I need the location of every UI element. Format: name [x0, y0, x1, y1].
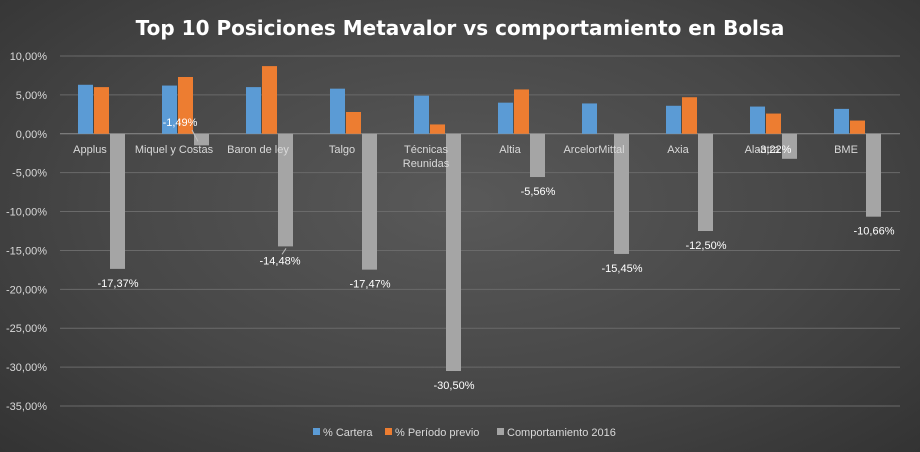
- x-tick-label-line: BME: [834, 144, 858, 156]
- chart-title: Top 10 Posiciones Metavalor vs comportam…: [136, 16, 785, 40]
- bars: [78, 66, 881, 371]
- bar-comportamiento-2016: [110, 133, 125, 269]
- bar-comportamiento-2016: [278, 133, 293, 247]
- x-tick-label-line: Baron de ley: [227, 144, 289, 156]
- bar-periodo-previo: [766, 113, 781, 134]
- x-tick-label: Baron de ley: [227, 144, 289, 156]
- bar-periodo-previo: [682, 97, 697, 134]
- x-tick-label-line: Applus: [73, 144, 107, 156]
- bar-cartera: [162, 85, 177, 134]
- bar-periodo-previo: [262, 66, 277, 134]
- bar-cartera: [330, 88, 345, 134]
- x-tick-label: Alantra: [745, 144, 781, 156]
- y-tick-label: -25,00%: [6, 323, 47, 335]
- x-tick-label: Miquel y Costas: [135, 144, 214, 156]
- y-tick-label: -15,00%: [6, 245, 47, 257]
- bar-cartera: [246, 87, 261, 134]
- y-tick-label: -10,00%: [6, 207, 47, 219]
- data-label: -3,22%: [757, 144, 792, 156]
- bar-comportamiento-2016: [698, 133, 713, 231]
- bar-comportamiento-2016: [446, 133, 461, 371]
- bar-periodo-previo: [850, 120, 865, 134]
- y-tick-label: -20,00%: [6, 284, 47, 296]
- legend-swatch: [385, 428, 392, 435]
- bar-periodo-previo: [94, 87, 109, 134]
- data-labels: -17,37% -1,49% -14,48% -17,47% -30,50% -5,56%…: [98, 117, 895, 392]
- x-tick-label-line: Técnicas: [404, 144, 449, 156]
- legend-label: Comportamiento 2016: [507, 427, 616, 439]
- data-label: -17,47%: [350, 279, 391, 291]
- leader-line: [281, 248, 287, 255]
- x-tick-label-line: Altia: [499, 144, 521, 156]
- category-labels: Applus Miquel y Costas Baron de ley Talgo Té…: [73, 144, 858, 170]
- y-tick-label: -5,00%: [12, 168, 47, 180]
- x-tick-label-line: Alantra: [745, 144, 781, 156]
- data-label: -1,49%: [163, 117, 198, 129]
- leader-line: [191, 129, 199, 142]
- y-tick-label: 5,00%: [16, 90, 47, 102]
- bar-comportamiento-2016: [782, 133, 797, 159]
- bar-cartera: [498, 102, 513, 134]
- data-label: -14,48%: [260, 255, 301, 267]
- y-axis-ticks: 10,00% 5,00% 0,00% -5,00% -10,00% -15,00% -20,…: [6, 51, 47, 413]
- bar-cartera: [750, 106, 765, 134]
- data-label: -10,66%: [854, 226, 895, 238]
- bar-cartera: [78, 84, 93, 134]
- legend-label: % Cartera: [323, 427, 373, 439]
- x-tick-label: Axia: [667, 144, 689, 156]
- x-tick-label-line: Miquel y Costas: [135, 144, 214, 156]
- bar-periodo-previo: [178, 77, 193, 134]
- y-tick-label: -35,00%: [6, 401, 47, 413]
- x-tick-label: Altia: [499, 144, 521, 156]
- bar-periodo-previo: [346, 112, 361, 134]
- x-tick-label: ArcelorMittal: [563, 144, 624, 156]
- legend-swatch: [313, 428, 320, 435]
- x-tick-label-line: ArcelorMittal: [563, 144, 624, 156]
- bar-comportamiento-2016: [362, 133, 377, 270]
- x-tick-label-line: Axia: [667, 144, 689, 156]
- y-tick-label: -30,00%: [6, 362, 47, 374]
- x-tick-label-line: Reunidas: [403, 158, 450, 170]
- x-tick-label: Applus: [73, 144, 107, 156]
- bar-periodo-previo: [430, 124, 445, 134]
- bar-cartera: [582, 103, 597, 134]
- data-label: -15,45%: [602, 263, 643, 275]
- bar-comportamiento-2016: [194, 133, 209, 146]
- legend-swatch: [497, 428, 504, 435]
- bar-comportamiento-2016: [530, 133, 545, 178]
- legend: % Cartera % Período previo Comportamiento …: [313, 427, 616, 439]
- x-tick-label: Talgo: [329, 144, 355, 156]
- x-tick-label-line: Talgo: [329, 144, 355, 156]
- data-label: -12,50%: [686, 240, 727, 252]
- x-tick-label: BME: [834, 144, 858, 156]
- y-tick-label: 0,00%: [16, 129, 47, 141]
- y-tick-label: 10,00%: [10, 51, 48, 63]
- bar-comportamiento-2016: [866, 133, 881, 217]
- bar-cartera: [666, 105, 681, 134]
- x-tick-label: Técnicas Reunidas: [403, 144, 450, 170]
- bar-periodo-previo: [514, 89, 529, 134]
- data-label: -5,56%: [521, 186, 556, 198]
- bar-comportamiento-2016: [614, 133, 629, 254]
- legend-label: % Período previo: [395, 427, 479, 439]
- data-label: -17,37%: [98, 278, 139, 290]
- bar-cartera: [834, 108, 849, 134]
- data-label: -30,50%: [434, 380, 475, 392]
- bar-cartera: [414, 95, 429, 134]
